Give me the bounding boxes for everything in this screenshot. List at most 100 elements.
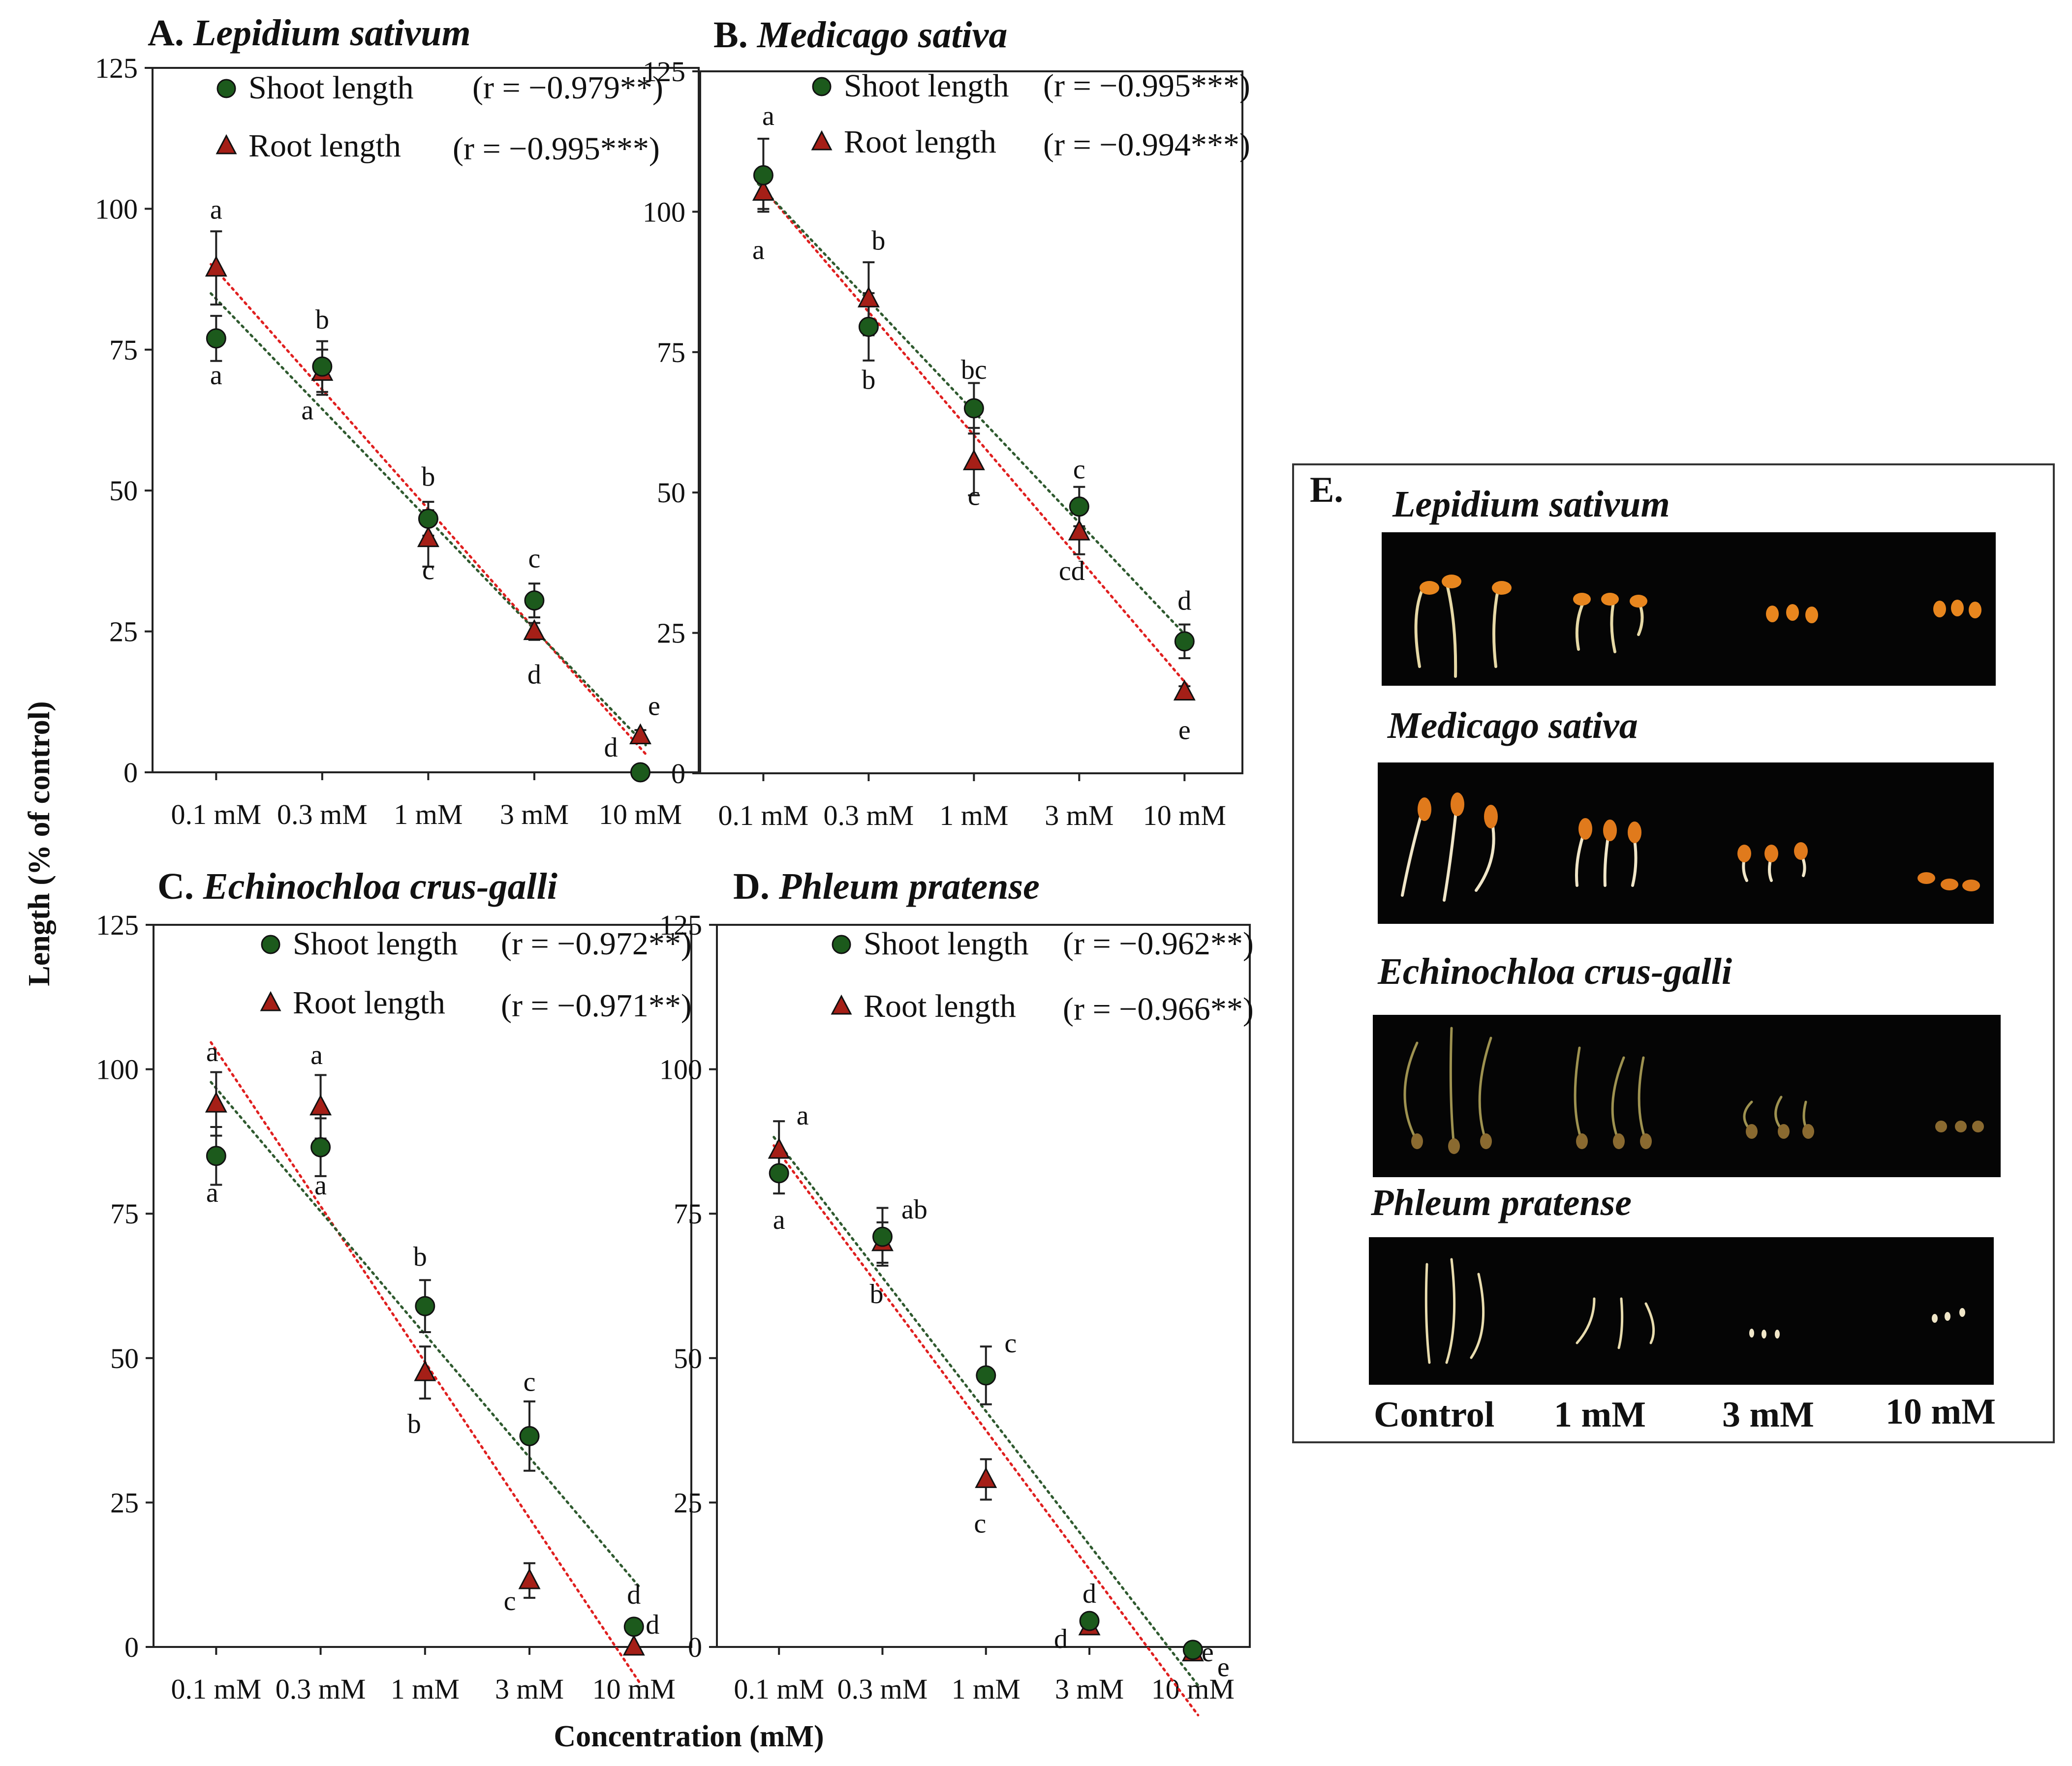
shoot-letter-label: b	[862, 365, 875, 395]
shoot-letter-label: c	[1004, 1328, 1017, 1359]
legend-shoot-marker	[832, 935, 851, 954]
y-tick-label: 25	[674, 1487, 702, 1519]
x-tick-label: 0.3 mM	[837, 1673, 928, 1705]
chart-panel-b: 0 25 50 75 100 125 0.1 mM 0.3 mM 1 mM 3 mM 10 mM B.…	[643, 14, 1250, 831]
shoot-letter-label: e	[1202, 1637, 1214, 1668]
plot-frame	[716, 924, 1251, 1648]
shoot-letter-label: b	[413, 1242, 427, 1272]
seedling-photo	[1378, 762, 1994, 924]
legend-root-marker	[831, 994, 852, 1015]
y-tick-label: 0	[124, 1631, 139, 1663]
photo-panel-e: E. Lepidium sativum Medicago sativa	[1292, 463, 2055, 1443]
root-point	[962, 449, 985, 470]
x-tick-label: 1 mM	[939, 799, 1008, 831]
legend-series-name: Root length	[864, 988, 1016, 1024]
root-letter-label: b	[869, 1279, 883, 1309]
photo-column-label: 10 mM	[1886, 1392, 1996, 1432]
shoot-point	[1079, 1611, 1100, 1631]
root-letter-label: c	[504, 1586, 516, 1616]
panel-title: D. Phleum pratense	[733, 866, 1040, 907]
x-tick-label: 1 mM	[394, 798, 463, 830]
legend-series-name: Shoot length	[864, 926, 1029, 962]
root-letter-label: d	[646, 1610, 659, 1640]
shoot-point	[519, 1426, 540, 1446]
legend-correlation: (r = −0.995***)	[1043, 68, 1250, 104]
y-tick-label: 0	[124, 757, 138, 789]
legend-shoot-marker	[261, 935, 280, 954]
seedling-photo	[1373, 1015, 2001, 1177]
shoot-point	[976, 1365, 996, 1386]
shoot-point	[415, 1296, 435, 1316]
photo-row-species: Echinochloa crus-galli	[1377, 951, 1732, 992]
photo-row-species: Medicago sativa	[1387, 705, 1638, 746]
shoot-letter-label: a	[210, 360, 222, 391]
shoot-letter-label: bc	[961, 355, 987, 385]
panel-title: B. Medicago sativa	[713, 14, 1007, 56]
photo-column-label: Control	[1374, 1395, 1494, 1435]
shoot-point	[310, 1137, 331, 1157]
x-tick-label: 3 mM	[1055, 1673, 1124, 1705]
legend-correlation: (r = −0.966**)	[1063, 991, 1254, 1027]
root-letter-label: c	[974, 1508, 986, 1539]
root-letter-label: a	[301, 396, 313, 426]
y-tick-label: 125	[643, 56, 685, 88]
shoot-letter-label: a	[762, 101, 774, 131]
y-tick-label: 25	[109, 616, 138, 648]
root-letter-label: a	[210, 195, 222, 225]
root-letter-label: c	[968, 481, 980, 511]
photo-panel-letter: E.	[1310, 470, 1343, 510]
shoot-letter-label: a	[206, 1178, 218, 1208]
x-tick-label: 0.1 mM	[171, 1673, 261, 1705]
x-tick-label: 0.1 mM	[718, 799, 809, 831]
photo-column-label: 1 mM	[1554, 1395, 1646, 1435]
root-letter-label: d	[1054, 1624, 1068, 1654]
legend-correlation: (r = −0.972**)	[501, 926, 692, 962]
plot-frame	[153, 924, 692, 1648]
root-letter-label: a	[797, 1100, 809, 1131]
y-tick-label: 75	[674, 1198, 702, 1230]
shoot-point	[963, 398, 984, 419]
root-point	[857, 286, 880, 307]
legend-shoot-marker	[812, 77, 832, 96]
shoot-point	[1069, 496, 1089, 517]
legend-series-name: Shoot length	[248, 70, 414, 106]
y-tick-label: 0	[688, 1631, 702, 1663]
y-tick-label: 125	[659, 909, 702, 941]
root-letter-label: cd	[1059, 556, 1085, 586]
root-letter-label: e	[648, 691, 660, 722]
shoot-letter-label: d	[1177, 586, 1191, 616]
y-axis-title: Length (% of control)	[23, 701, 56, 986]
root-point	[752, 180, 774, 201]
chart-panel-c: 0 25 50 75 100 125 0.1 mM 0.3 mM 1 mM 3 mM 10 mM C.…	[96, 866, 692, 1705]
x-axis-title: Concentration (mM)	[554, 1720, 824, 1753]
legend-correlation: (r = −0.994***)	[1043, 127, 1250, 163]
legend-correlation: (r = −0.979**)	[472, 70, 663, 106]
root-letter-label: e	[1178, 715, 1191, 745]
seedling-photo	[1369, 1237, 1994, 1385]
root-point	[768, 1137, 790, 1159]
y-tick-label: 100	[95, 193, 138, 225]
y-tick-label: 50	[657, 477, 685, 509]
shoot-letter-label: b	[315, 304, 329, 335]
root-letter-label: d	[527, 660, 541, 690]
y-tick-label: 25	[110, 1487, 139, 1519]
y-tick-label: 25	[657, 617, 685, 649]
shoot-point	[872, 1226, 893, 1247]
shoot-letter-label: c	[1073, 455, 1085, 485]
root-letter-label: b	[407, 1409, 421, 1439]
root-letter-label: a	[310, 1040, 323, 1070]
shoot-point	[312, 356, 333, 377]
y-tick-label: 50	[109, 475, 138, 507]
x-tick-label: 3 mM	[495, 1673, 564, 1705]
y-tick-label: 75	[657, 336, 685, 368]
shoot-point	[206, 328, 226, 349]
y-tick-label: 100	[96, 1054, 139, 1086]
x-tick-label: 3 mM	[1045, 799, 1113, 831]
y-tick-label: 125	[95, 52, 138, 84]
root-point	[1173, 679, 1196, 700]
legend-correlation: (r = −0.962**)	[1063, 926, 1254, 962]
x-tick-label: 0.3 mM	[277, 798, 368, 830]
y-tick-label: 50	[674, 1342, 702, 1374]
trend-line	[210, 1081, 641, 1588]
